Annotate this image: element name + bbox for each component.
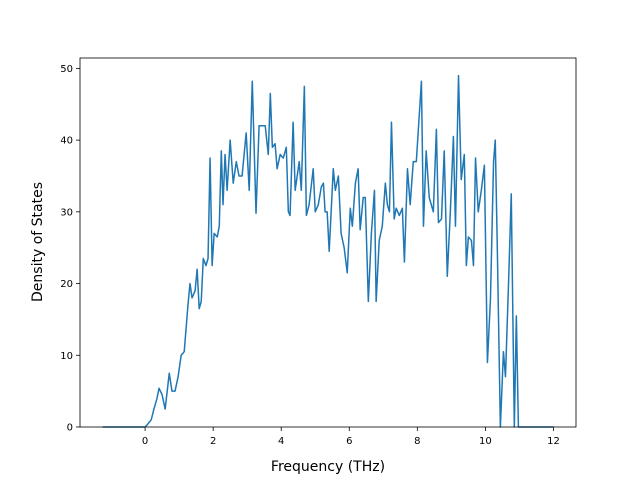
y-tick-label: 20 <box>60 279 73 290</box>
x-tick-label: 6 <box>346 436 352 447</box>
y-tick-label: 0 <box>67 423 73 434</box>
y-tick-label: 40 <box>60 136 73 147</box>
y-tick-label: 30 <box>60 207 73 218</box>
x-tick-label: 2 <box>210 436 216 447</box>
x-axis-label: Frequency (THz) <box>271 459 385 475</box>
x-tick-label: 0 <box>142 436 148 447</box>
y-tick-label: 50 <box>60 64 73 75</box>
plot-frame <box>79 57 577 428</box>
x-tick-label: 4 <box>278 436 284 447</box>
x-tick-label: 12 <box>547 436 560 447</box>
data-line <box>102 74 554 428</box>
y-tick-label: 10 <box>60 351 73 362</box>
x-tick-label: 10 <box>479 436 492 447</box>
x-tick-label: 8 <box>414 436 420 447</box>
y-axis-label: Density of States <box>30 182 46 302</box>
